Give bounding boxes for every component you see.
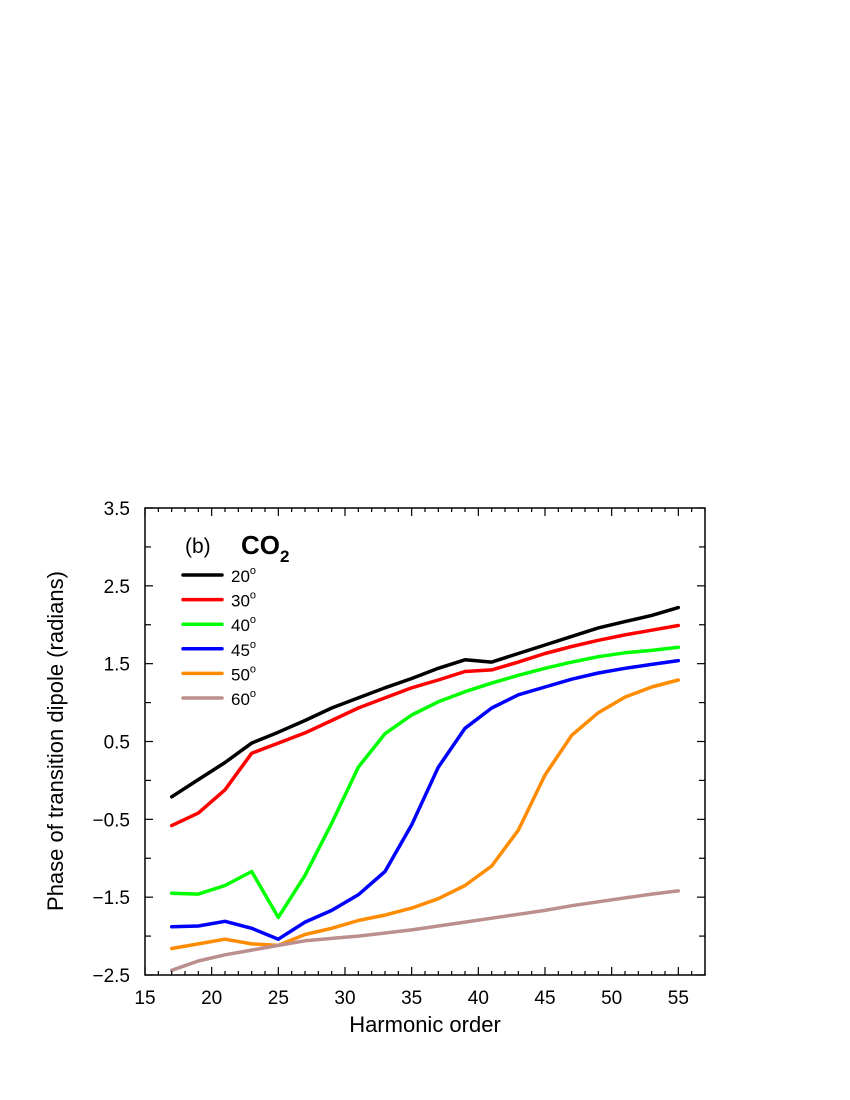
y-tick-label: 1.5 [104, 655, 130, 676]
legend-label: 20o [231, 565, 256, 586]
legend-item-30deg: 30o [181, 590, 256, 611]
y-tick-label: −2.5 [92, 966, 130, 987]
legend: 20o 30o 40o 45o 50o 60o [181, 565, 256, 709]
legend-label: 50o [231, 663, 256, 684]
y-tick-label: 2.5 [104, 577, 130, 598]
x-axis-label: Harmonic order [349, 1012, 501, 1037]
axis-ticks [144, 507, 706, 976]
legend-item-45deg: 45o [181, 639, 256, 660]
x-tick-label: 35 [401, 988, 422, 1009]
legend-label: 60o [231, 688, 256, 709]
x-tick-label: 45 [534, 988, 555, 1009]
series-line-40deg [169, 645, 681, 920]
series-line-60deg [169, 889, 681, 973]
y-tick-labels: −2.5 −1.5 −0.5 0.5 1.5 2.5 3.5 [92, 499, 130, 987]
series-line-45deg [169, 658, 681, 941]
legend-item-50deg: 50o [181, 663, 256, 684]
y-tick-label: −0.5 [92, 810, 130, 831]
legend-label: 45o [231, 639, 256, 660]
x-tick-labels: 15 20 25 30 35 40 45 50 55 [134, 988, 688, 1009]
x-tick-label: 55 [668, 988, 689, 1009]
x-tick-label: 15 [134, 988, 155, 1009]
molecule-label: CO2 [241, 530, 289, 566]
series-line-50deg [169, 678, 681, 951]
legend-item-40deg: 40o [181, 614, 256, 635]
x-tick-label: 30 [334, 988, 355, 1009]
y-axis-label: Phase of transition dipole (radians) [43, 571, 68, 911]
y-tick-label: −1.5 [92, 888, 130, 909]
panel-title: (b) CO2 [185, 530, 289, 566]
x-tick-label: 50 [601, 988, 622, 1009]
legend-item-20deg: 20o [181, 565, 256, 586]
x-tick-label: 20 [201, 988, 222, 1009]
panel-label: (b) [185, 535, 211, 558]
x-tick-label: 25 [268, 988, 289, 1009]
legend-label: 30o [231, 590, 256, 611]
legend-item-60deg: 60o [181, 688, 256, 709]
y-tick-label: 3.5 [104, 499, 130, 520]
y-tick-label: 0.5 [104, 733, 130, 754]
series-line-30deg [169, 623, 681, 828]
molecule-main: CO [241, 530, 280, 560]
series-line-20deg [169, 605, 681, 799]
legend-label: 40o [231, 614, 256, 635]
data-series-group [169, 605, 681, 973]
x-tick-label: 40 [468, 988, 489, 1009]
molecule-subscript: 2 [280, 547, 289, 566]
